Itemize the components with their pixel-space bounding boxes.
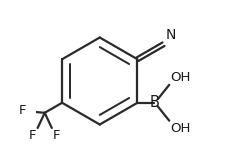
Text: OH: OH: [171, 71, 191, 84]
Text: N: N: [165, 28, 176, 42]
Text: F: F: [19, 104, 27, 117]
Text: B: B: [149, 95, 159, 110]
Text: OH: OH: [171, 122, 191, 135]
Text: F: F: [29, 129, 36, 142]
Text: F: F: [53, 129, 60, 142]
